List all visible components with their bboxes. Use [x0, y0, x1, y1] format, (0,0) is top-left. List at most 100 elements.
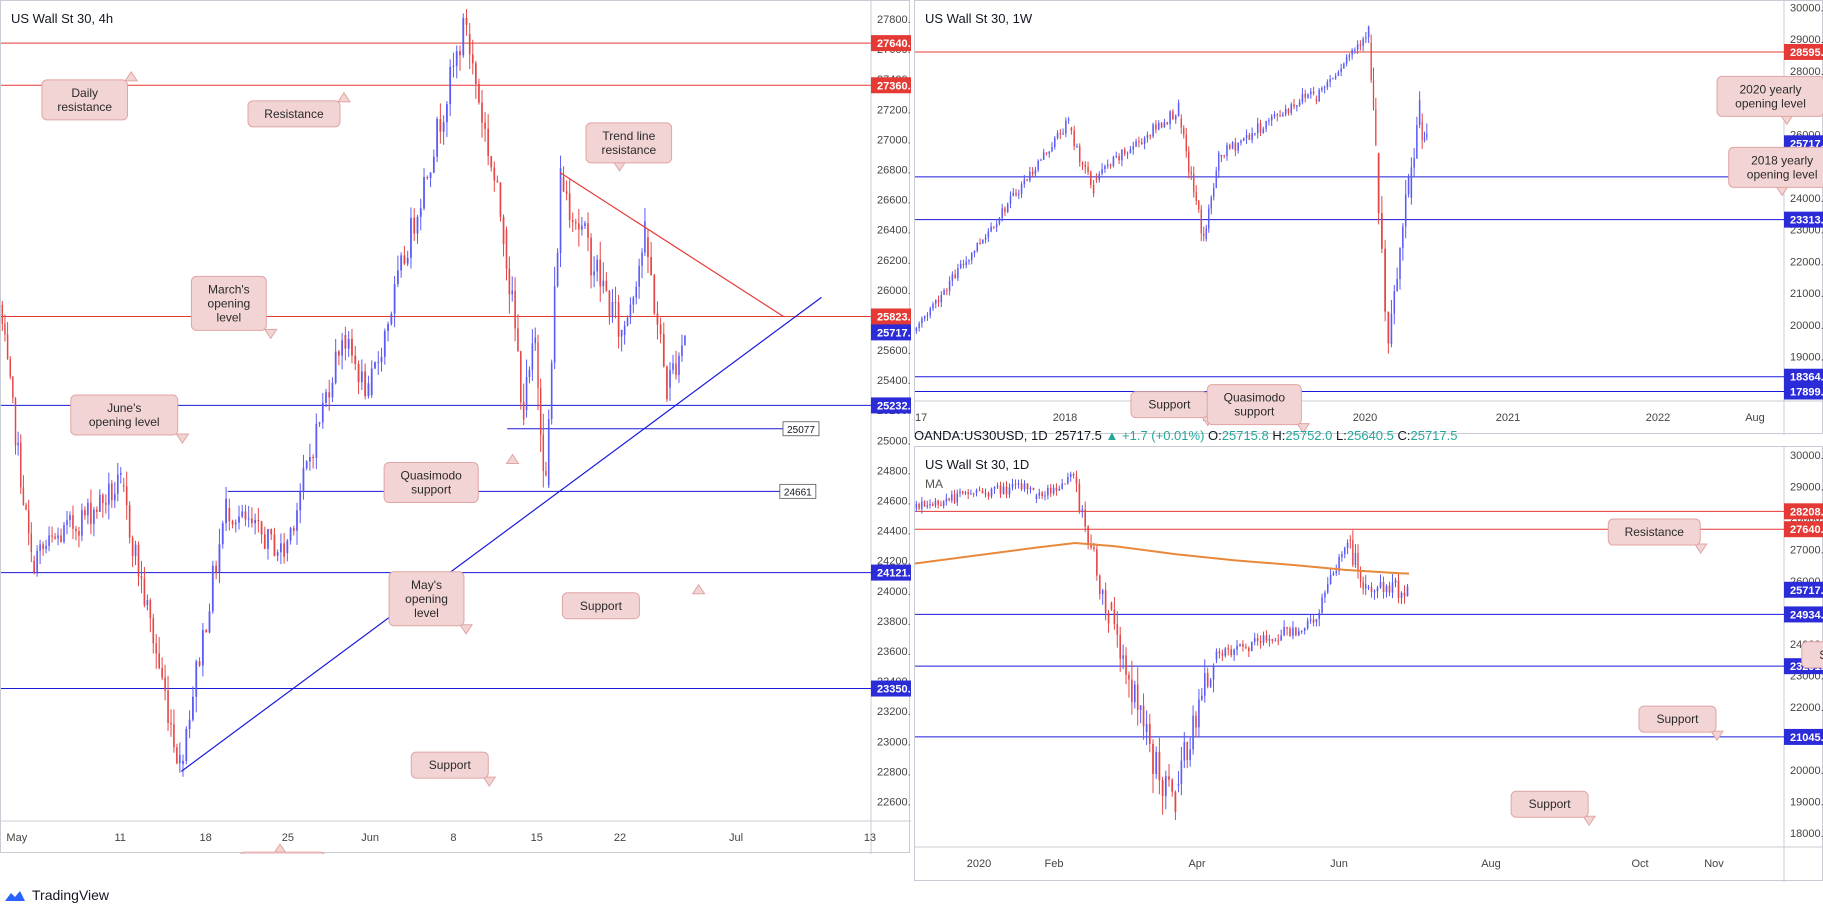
- chart-panel-1d[interactable]: 30000.029000.028000.027000.026000.025000…: [914, 446, 1823, 882]
- candle-body: [1230, 649, 1232, 656]
- candle-body: [1172, 111, 1174, 120]
- candle-body: [1149, 135, 1152, 137]
- y-tick-label: 27800.0: [877, 14, 911, 26]
- candle-body: [1210, 197, 1212, 209]
- callout: Resistance: [247, 91, 351, 128]
- candle-body: [134, 544, 137, 557]
- candle-body: [1265, 635, 1268, 641]
- candle-body: [344, 335, 347, 349]
- y-tick-label: 23800.0: [877, 616, 911, 628]
- candle-body: [940, 504, 942, 507]
- symbol-label: OANDA:US30USD, 1D: [914, 428, 1048, 443]
- candle-body: [1276, 114, 1279, 116]
- candle-body: [931, 504, 934, 506]
- candle-body: [1, 304, 4, 324]
- candle-body: [1119, 634, 1122, 659]
- candle-body: [1416, 124, 1418, 159]
- candle-body: [201, 629, 204, 666]
- candle-body: [452, 65, 455, 67]
- candle-body: [508, 268, 511, 295]
- candle-body: [672, 363, 674, 371]
- candle-body: [1394, 580, 1397, 583]
- candle-body: [1270, 116, 1273, 121]
- candle-body: [1296, 105, 1298, 107]
- callout-box: [561, 592, 640, 620]
- price-tag-label: 25717.5: [877, 327, 911, 339]
- candle-body: [505, 229, 508, 269]
- candle-body: [108, 483, 110, 505]
- candle-body: [1109, 164, 1112, 166]
- candle-body: [1087, 167, 1089, 172]
- callout-label: Support: [429, 758, 472, 772]
- candle-body: [1379, 582, 1382, 588]
- candle-body: [1128, 674, 1130, 680]
- candle-body: [140, 576, 143, 579]
- candle-body: [1037, 160, 1039, 170]
- x-tick-label: 2020: [1353, 412, 1377, 424]
- candle-body: [923, 316, 926, 319]
- candle-body: [1402, 226, 1404, 249]
- candle-body: [1017, 483, 1020, 485]
- candle-body: [267, 529, 269, 549]
- price-tag: [1784, 581, 1823, 598]
- candle-body: [918, 323, 920, 328]
- tradingview-footer[interactable]: TradingView: [4, 887, 109, 903]
- candle-body: [1101, 590, 1104, 595]
- candle-body: [432, 156, 435, 173]
- short-level-label: 25077: [787, 425, 815, 436]
- candle-body: [1227, 648, 1230, 650]
- chart-1w-svg[interactable]: 30000.029000.028000.027000.026000.025000…: [915, 1, 1823, 435]
- candle-body: [496, 180, 499, 183]
- chart-panel-1w[interactable]: 30000.029000.028000.027000.026000.025000…: [914, 0, 1823, 435]
- candle-body: [360, 371, 363, 383]
- moving-average-line: [915, 542, 1410, 575]
- candle-body: [328, 392, 331, 398]
- candle-body: [1337, 72, 1340, 77]
- candle-body: [1293, 104, 1295, 107]
- y-tick-label: 24600.0: [877, 496, 911, 508]
- callout: Support: [1130, 391, 1215, 427]
- candle-body: [1180, 118, 1182, 128]
- high-value: 25752.0: [1285, 428, 1333, 443]
- candle-body: [514, 290, 516, 329]
- candle-body: [1042, 152, 1045, 160]
- candle-body: [1410, 167, 1413, 198]
- x-tick-label: 18: [199, 832, 211, 844]
- candle-body: [581, 225, 583, 230]
- callout-label: May's: [411, 578, 442, 592]
- candle-body: [528, 370, 531, 378]
- candle-body: [1081, 162, 1084, 165]
- candle-body: [1251, 133, 1253, 140]
- candle-body: [436, 119, 439, 157]
- chart-1d-svg[interactable]: 30000.029000.028000.027000.026000.025000…: [915, 447, 1823, 882]
- price-tag-label: 21045.0: [1790, 732, 1823, 744]
- candle-body: [225, 498, 227, 524]
- candle-body: [218, 544, 221, 572]
- chart-4h-svg[interactable]: 27800.027600.027400.027200.027000.026800…: [1, 1, 911, 854]
- candle-body: [1318, 612, 1321, 620]
- candle-body: [1286, 626, 1288, 629]
- y-tick-label: 23600.0: [877, 646, 911, 658]
- candle-body: [1292, 627, 1294, 636]
- price-tag: [1784, 368, 1823, 385]
- callout-label: Quasimodo: [1224, 391, 1286, 405]
- chart-panel-4h[interactable]: 27800.027600.027400.027200.027000.026800…: [0, 0, 911, 854]
- candle-body: [539, 387, 542, 435]
- callout-label: opening: [405, 592, 448, 606]
- candle-body: [951, 494, 953, 501]
- candle-body: [525, 377, 528, 411]
- candle-body: [1093, 547, 1095, 550]
- candle-body: [1188, 151, 1190, 173]
- candle-body: [1123, 149, 1126, 154]
- chart-title: US Wall St 30, 1W: [925, 11, 1033, 26]
- candle-body: [1215, 651, 1218, 660]
- price-tag: [871, 35, 911, 52]
- callout-label: level: [414, 606, 439, 620]
- candle-body: [550, 362, 553, 419]
- candle-body: [1393, 291, 1396, 314]
- ma-indicator-label[interactable]: MA: [925, 477, 943, 491]
- candle-body: [1002, 486, 1005, 494]
- candle-body: [1166, 122, 1169, 125]
- callout-label: Resistance: [1625, 525, 1685, 539]
- price-tag-label: 23313.0: [1790, 215, 1823, 227]
